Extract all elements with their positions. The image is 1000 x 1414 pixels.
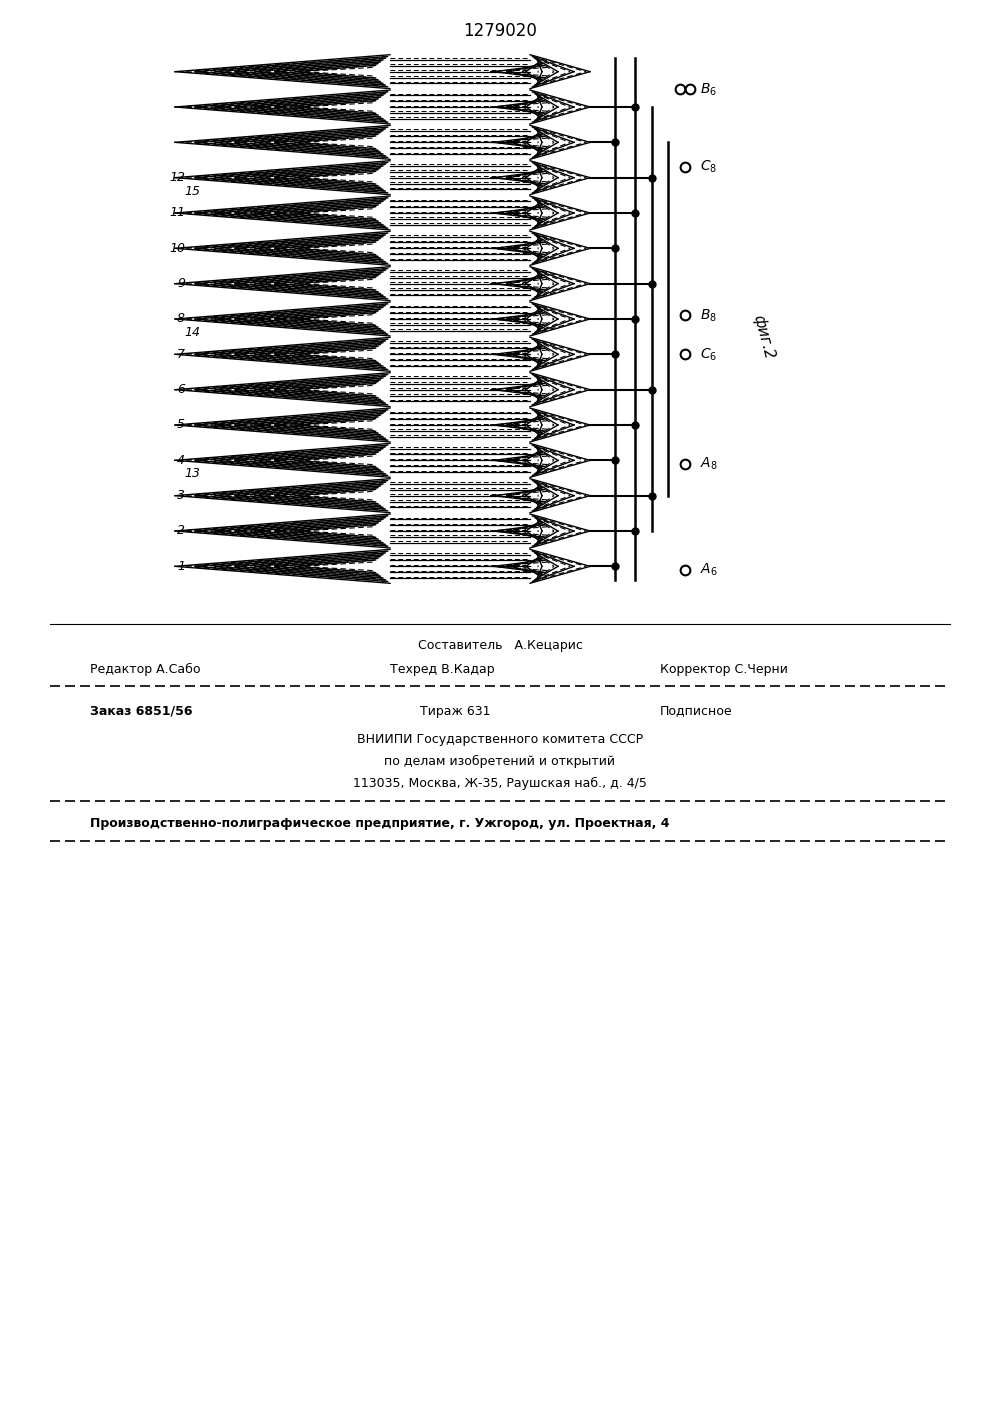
Text: 12: 12 bbox=[169, 171, 185, 184]
Text: 11: 11 bbox=[169, 206, 185, 219]
Text: фиг.2: фиг.2 bbox=[750, 312, 776, 361]
Text: 13: 13 bbox=[184, 467, 200, 481]
Text: $C_6$: $C_6$ bbox=[700, 346, 717, 362]
Text: по делам изобретений и открытий: по делам изобретений и открытий bbox=[384, 755, 616, 768]
Text: 1: 1 bbox=[177, 560, 185, 573]
Text: 1279020: 1279020 bbox=[463, 23, 537, 40]
Text: 113035, Москва, Ж-35, Раушская наб., д. 4/5: 113035, Москва, Ж-35, Раушская наб., д. … bbox=[353, 776, 647, 789]
Text: 3: 3 bbox=[177, 489, 185, 502]
Text: Корректор С.Черни: Корректор С.Черни bbox=[660, 663, 788, 676]
Text: 9: 9 bbox=[177, 277, 185, 290]
Text: Техред В.Кадар: Техред В.Кадар bbox=[390, 663, 495, 676]
Text: 8: 8 bbox=[177, 312, 185, 325]
Text: $B_6$: $B_6$ bbox=[700, 81, 717, 98]
Text: Производственно-полиграфическое предприятие, г. Ужгород, ул. Проектная, 4: Производственно-полиграфическое предприя… bbox=[90, 816, 670, 830]
Text: 5: 5 bbox=[177, 419, 185, 431]
Text: Подписное: Подписное bbox=[660, 704, 733, 717]
Text: 2: 2 bbox=[177, 525, 185, 537]
Text: 7: 7 bbox=[177, 348, 185, 361]
Text: 14: 14 bbox=[184, 325, 200, 339]
Text: 4: 4 bbox=[177, 454, 185, 467]
Text: Составитель   А.Кецарис: Составитель А.Кецарис bbox=[418, 639, 582, 652]
Text: 6: 6 bbox=[177, 383, 185, 396]
Text: $A_8$: $A_8$ bbox=[700, 455, 718, 472]
Text: $B_8$: $B_8$ bbox=[700, 307, 717, 324]
Text: 10: 10 bbox=[169, 242, 185, 255]
Text: Заказ 6851/56: Заказ 6851/56 bbox=[90, 704, 192, 717]
Text: ВНИИПИ Государственного комитета СССР: ВНИИПИ Государственного комитета СССР bbox=[357, 732, 643, 745]
Text: 15: 15 bbox=[184, 185, 200, 198]
Text: Редактор А.Сабо: Редактор А.Сабо bbox=[90, 663, 200, 676]
Text: $C_8$: $C_8$ bbox=[700, 158, 717, 175]
Text: $A_6$: $A_6$ bbox=[700, 561, 718, 578]
Text: Тираж 631: Тираж 631 bbox=[420, 704, 490, 717]
